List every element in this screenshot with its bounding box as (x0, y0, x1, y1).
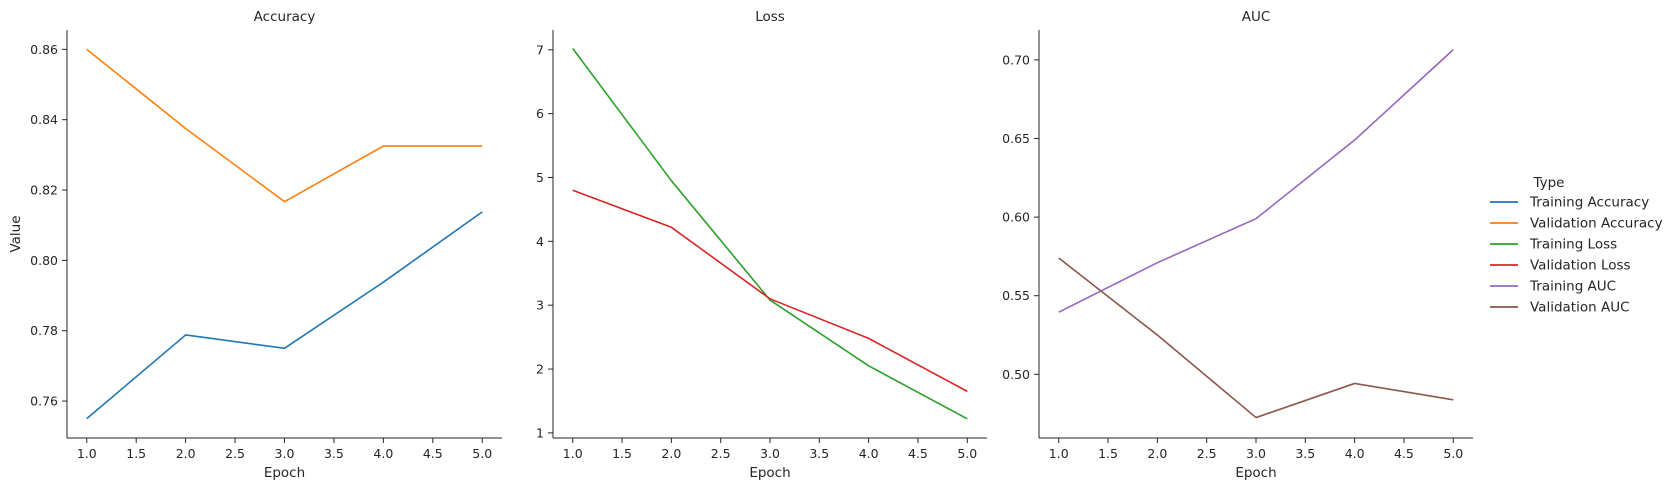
x-tick-label: 3.0 (1246, 446, 1266, 461)
legend-entry: Training Loss (1490, 237, 1617, 253)
series-line-validation-loss (572, 189, 968, 393)
legend-entry: Validation AUC (1490, 300, 1630, 316)
chart-panels: 1.0 1.5 2.0 2.5 3.0 3.5 4.0 4.5 5.0 0.76 0.78 0.80 0… (8, 9, 1473, 481)
x-tick-label: 2.5 (711, 446, 731, 461)
x-tick-label: 2.5 (225, 446, 245, 461)
x-tick-label: 3.0 (760, 446, 780, 461)
x-tick-label: 1.5 (1098, 446, 1118, 461)
x-axis-label: Epoch (749, 465, 790, 481)
y-tick-label: 0.82 (30, 183, 58, 198)
y-axis-label: Value (8, 215, 24, 252)
legend: Type Training Accuracy Validation Accurac… (1490, 175, 1663, 316)
x-tick-label: 1.0 (563, 446, 583, 461)
x-tick-label: 5.0 (957, 446, 977, 461)
legend-label: Training Accuracy (1529, 195, 1649, 211)
y-tick-label: 0.65 (1002, 131, 1030, 146)
x-axis-label: Epoch (264, 465, 305, 481)
y-tick-label: 2 (536, 362, 544, 377)
x-tick-label: 2.5 (1197, 446, 1217, 461)
y-tick-label: 7 (536, 42, 544, 57)
panel-title: AUC (1242, 9, 1271, 25)
y-tick-label: 4 (536, 234, 544, 249)
x-axis-label: Epoch (1235, 465, 1276, 481)
y-tick-label: 0.55 (1002, 288, 1030, 303)
series-line-training-accuracy (86, 211, 483, 420)
series-line-training-loss (572, 48, 968, 420)
y-tick-label: 5 (536, 170, 544, 185)
y-tick-label: 3 (536, 298, 544, 313)
x-tick-label: 1.5 (612, 446, 632, 461)
legend-label: Training AUC (1529, 279, 1616, 295)
legend-label: Training Loss (1529, 237, 1617, 253)
y-tick-label: 0.84 (30, 112, 58, 127)
series-line-validation-auc (1058, 257, 1454, 419)
x-tick-label: 4.5 (423, 446, 443, 461)
y-tick-label: 0.78 (30, 323, 58, 338)
x-tick-label: 1.5 (126, 446, 146, 461)
legend-entry: Validation Loss (1490, 258, 1631, 274)
y-tick-label: 1 (536, 425, 544, 440)
y-tick-label: 0.80 (30, 253, 58, 268)
x-tick-label: 4.0 (373, 446, 393, 461)
y-tick-label: 0.50 (1002, 367, 1030, 382)
x-tick-label: 1.0 (1049, 446, 1069, 461)
x-tick-label: 4.5 (908, 446, 928, 461)
legend-label: Validation AUC (1530, 300, 1630, 316)
x-tick-label: 5.0 (472, 446, 492, 461)
x-tick-label: 2.0 (1147, 446, 1167, 461)
panel-1: 1.0 1.5 2.0 2.5 3.0 3.5 4.0 4.5 5.0 0.76 0.78 0.80 0… (8, 9, 502, 481)
panel-3: 1.0 1.5 2.0 2.5 3.0 3.5 4.0 4.5 5.0 0.50 0.55 0.60 0… (1002, 9, 1473, 481)
legend-entry: Training Accuracy (1490, 195, 1649, 211)
y-tick-label: 0.60 (1002, 210, 1030, 225)
legend-entry: Validation Accuracy (1490, 216, 1663, 232)
series-line-validation-accuracy (86, 48, 483, 203)
legend-label: Validation Accuracy (1530, 216, 1663, 232)
x-tick-label: 2.0 (176, 446, 196, 461)
x-tick-label: 1.0 (77, 446, 97, 461)
x-tick-label: 2.0 (661, 446, 681, 461)
y-tick-label: 0.70 (1002, 52, 1030, 67)
legend-entry: Training AUC (1490, 279, 1616, 295)
y-tick-label: 0.86 (30, 42, 58, 57)
legend-title: Type (1532, 175, 1564, 191)
x-tick-label: 4.0 (859, 446, 879, 461)
x-tick-label: 5.0 (1443, 446, 1463, 461)
panel-title: Loss (755, 9, 785, 25)
x-tick-label: 3.0 (275, 446, 295, 461)
x-tick-label: 3.5 (324, 446, 344, 461)
x-tick-label: 4.0 (1345, 446, 1365, 461)
x-tick-label: 4.5 (1394, 446, 1414, 461)
series-line-training-auc (1058, 49, 1454, 313)
panel-2: 1.0 1.5 2.0 2.5 3.0 3.5 4.0 4.5 5.0 1 2 3 4 5 6 7 Loss Ep… (536, 9, 987, 481)
y-tick-label: 6 (536, 106, 544, 121)
legend-label: Validation Loss (1530, 258, 1631, 274)
x-tick-label: 3.5 (1295, 446, 1315, 461)
y-tick-label: 0.76 (30, 394, 58, 409)
x-tick-label: 3.5 (809, 446, 829, 461)
legend-entries: Training Accuracy Validation Accuracy Trai… (1490, 195, 1663, 316)
panel-title: Accuracy (254, 9, 316, 25)
